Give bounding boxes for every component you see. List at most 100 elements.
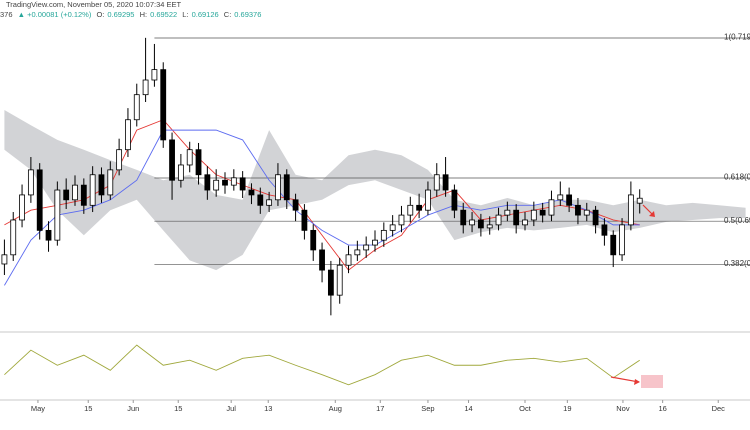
- candle-body: [301, 209, 308, 231]
- fib-layer: 1(0.7199 0.618(0.6 0.5(0.690 0.382(0.6: [154, 33, 750, 268]
- candle-body: [27, 169, 34, 196]
- candle-body: [98, 174, 105, 196]
- candle-body: [10, 219, 17, 256]
- candle-body: [292, 199, 299, 211]
- candle-body: [239, 177, 246, 191]
- candle-body: [1, 254, 8, 265]
- candle-body: [151, 69, 158, 81]
- candle-body: [522, 219, 528, 226]
- candle-body: [142, 79, 149, 96]
- fib-label: 0.5(0.690: [724, 216, 750, 225]
- ohlc-label: O:: [96, 10, 105, 19]
- candle-body: [19, 194, 25, 221]
- candle-body: [160, 69, 167, 141]
- candle-body: [80, 184, 87, 206]
- candle-body: [345, 254, 352, 266]
- candle-body: [380, 229, 387, 241]
- candle-body: [530, 209, 537, 221]
- candle-body: [275, 174, 281, 201]
- candle-body: [469, 219, 475, 226]
- ohlc-value: 0.69376: [234, 10, 262, 19]
- x-tick-label: 15: [84, 404, 92, 413]
- candle-body: [636, 197, 643, 204]
- candle-layer: [1, 37, 643, 316]
- x-tick-label: Dec: [712, 404, 726, 413]
- last: 376: [0, 10, 13, 19]
- candle-body: [336, 264, 343, 296]
- candle-body: [213, 179, 220, 191]
- ohlc-value: 0.69522: [150, 10, 178, 19]
- candle-body: [433, 174, 440, 191]
- candle-body: [125, 119, 131, 151]
- change: ▲ +0.00081 (+0.12%): [17, 10, 92, 19]
- ohlc-label: L:: [182, 10, 189, 19]
- candle-body: [575, 204, 581, 216]
- x-tick-label: 14: [464, 404, 472, 413]
- annotation-arrow: [642, 204, 655, 217]
- cloud-layer: [4, 109, 746, 271]
- candle-body: [195, 149, 202, 176]
- x-tick-label: Jun: [127, 404, 139, 413]
- candle-body: [451, 189, 458, 211]
- x-tick-label: Jul: [226, 404, 236, 413]
- candle-body: [389, 224, 396, 231]
- axis-layer: May 15 Jun 15 Jul 13 Aug 17 Sep 14 Oct 19 Nov 16 Dec: [31, 400, 725, 413]
- candle-body: [283, 174, 290, 201]
- candle-body: [310, 229, 317, 251]
- candle-body: [133, 94, 140, 121]
- candle-body: [257, 194, 264, 206]
- header-source-row: TradingView.com, November 05, 2020 10:07…: [6, 0, 184, 9]
- fib-label: 0.618(0.6: [724, 173, 750, 182]
- candle-body: [504, 209, 511, 216]
- ohlc-value: 0.69295: [107, 10, 135, 19]
- x-tick-label: Nov: [616, 404, 630, 413]
- candle-body: [592, 209, 599, 226]
- x-tick-label: 17: [376, 404, 384, 413]
- candle-body: [425, 189, 431, 211]
- x-tick-label: May: [31, 404, 45, 413]
- candle-body: [407, 204, 414, 216]
- x-tick-label: 19: [563, 404, 571, 413]
- fib-label: 1(0.7199: [724, 33, 750, 42]
- x-tick-label: Oct: [519, 404, 532, 413]
- candle-body: [63, 189, 70, 201]
- x-tick-label: 15: [174, 404, 182, 413]
- oscillator-layer: [4, 344, 640, 386]
- candle-body: [363, 244, 370, 251]
- candle-body: [398, 214, 405, 226]
- candle-body: [513, 209, 520, 226]
- ohlc-label: C:: [223, 10, 232, 19]
- candle-body: [354, 249, 361, 256]
- candle-body: [442, 174, 449, 191]
- candle-body: [107, 169, 114, 196]
- candle-body: [583, 209, 590, 216]
- candle-body: [495, 214, 502, 226]
- annotation-arrow: [610, 375, 663, 388]
- cloud: [4, 109, 746, 271]
- fib-label: 0.382(0.6: [724, 259, 750, 268]
- candle-body: [601, 224, 608, 236]
- candle-body: [89, 174, 96, 206]
- candle-body: [36, 169, 43, 231]
- candle-body: [627, 194, 634, 226]
- candle-body: [248, 189, 255, 196]
- candle-body: [619, 224, 625, 256]
- annotation-box: [641, 375, 663, 388]
- candle-body: [72, 184, 78, 201]
- candle-body: [539, 209, 546, 216]
- candle-body: [566, 194, 573, 206]
- x-tick-label: 13: [264, 404, 272, 413]
- candle-body: [169, 139, 175, 181]
- candle-body: [372, 239, 378, 246]
- candle-body: [486, 224, 493, 229]
- candle-body: [319, 249, 325, 271]
- candle-body: [116, 149, 123, 171]
- x-tick-label: 16: [658, 404, 666, 413]
- candle-body: [266, 199, 273, 206]
- candle-body: [416, 204, 423, 211]
- x-tick-label: Sep: [421, 404, 434, 413]
- candle-body: [45, 229, 52, 241]
- oscillator-line: [4, 344, 640, 386]
